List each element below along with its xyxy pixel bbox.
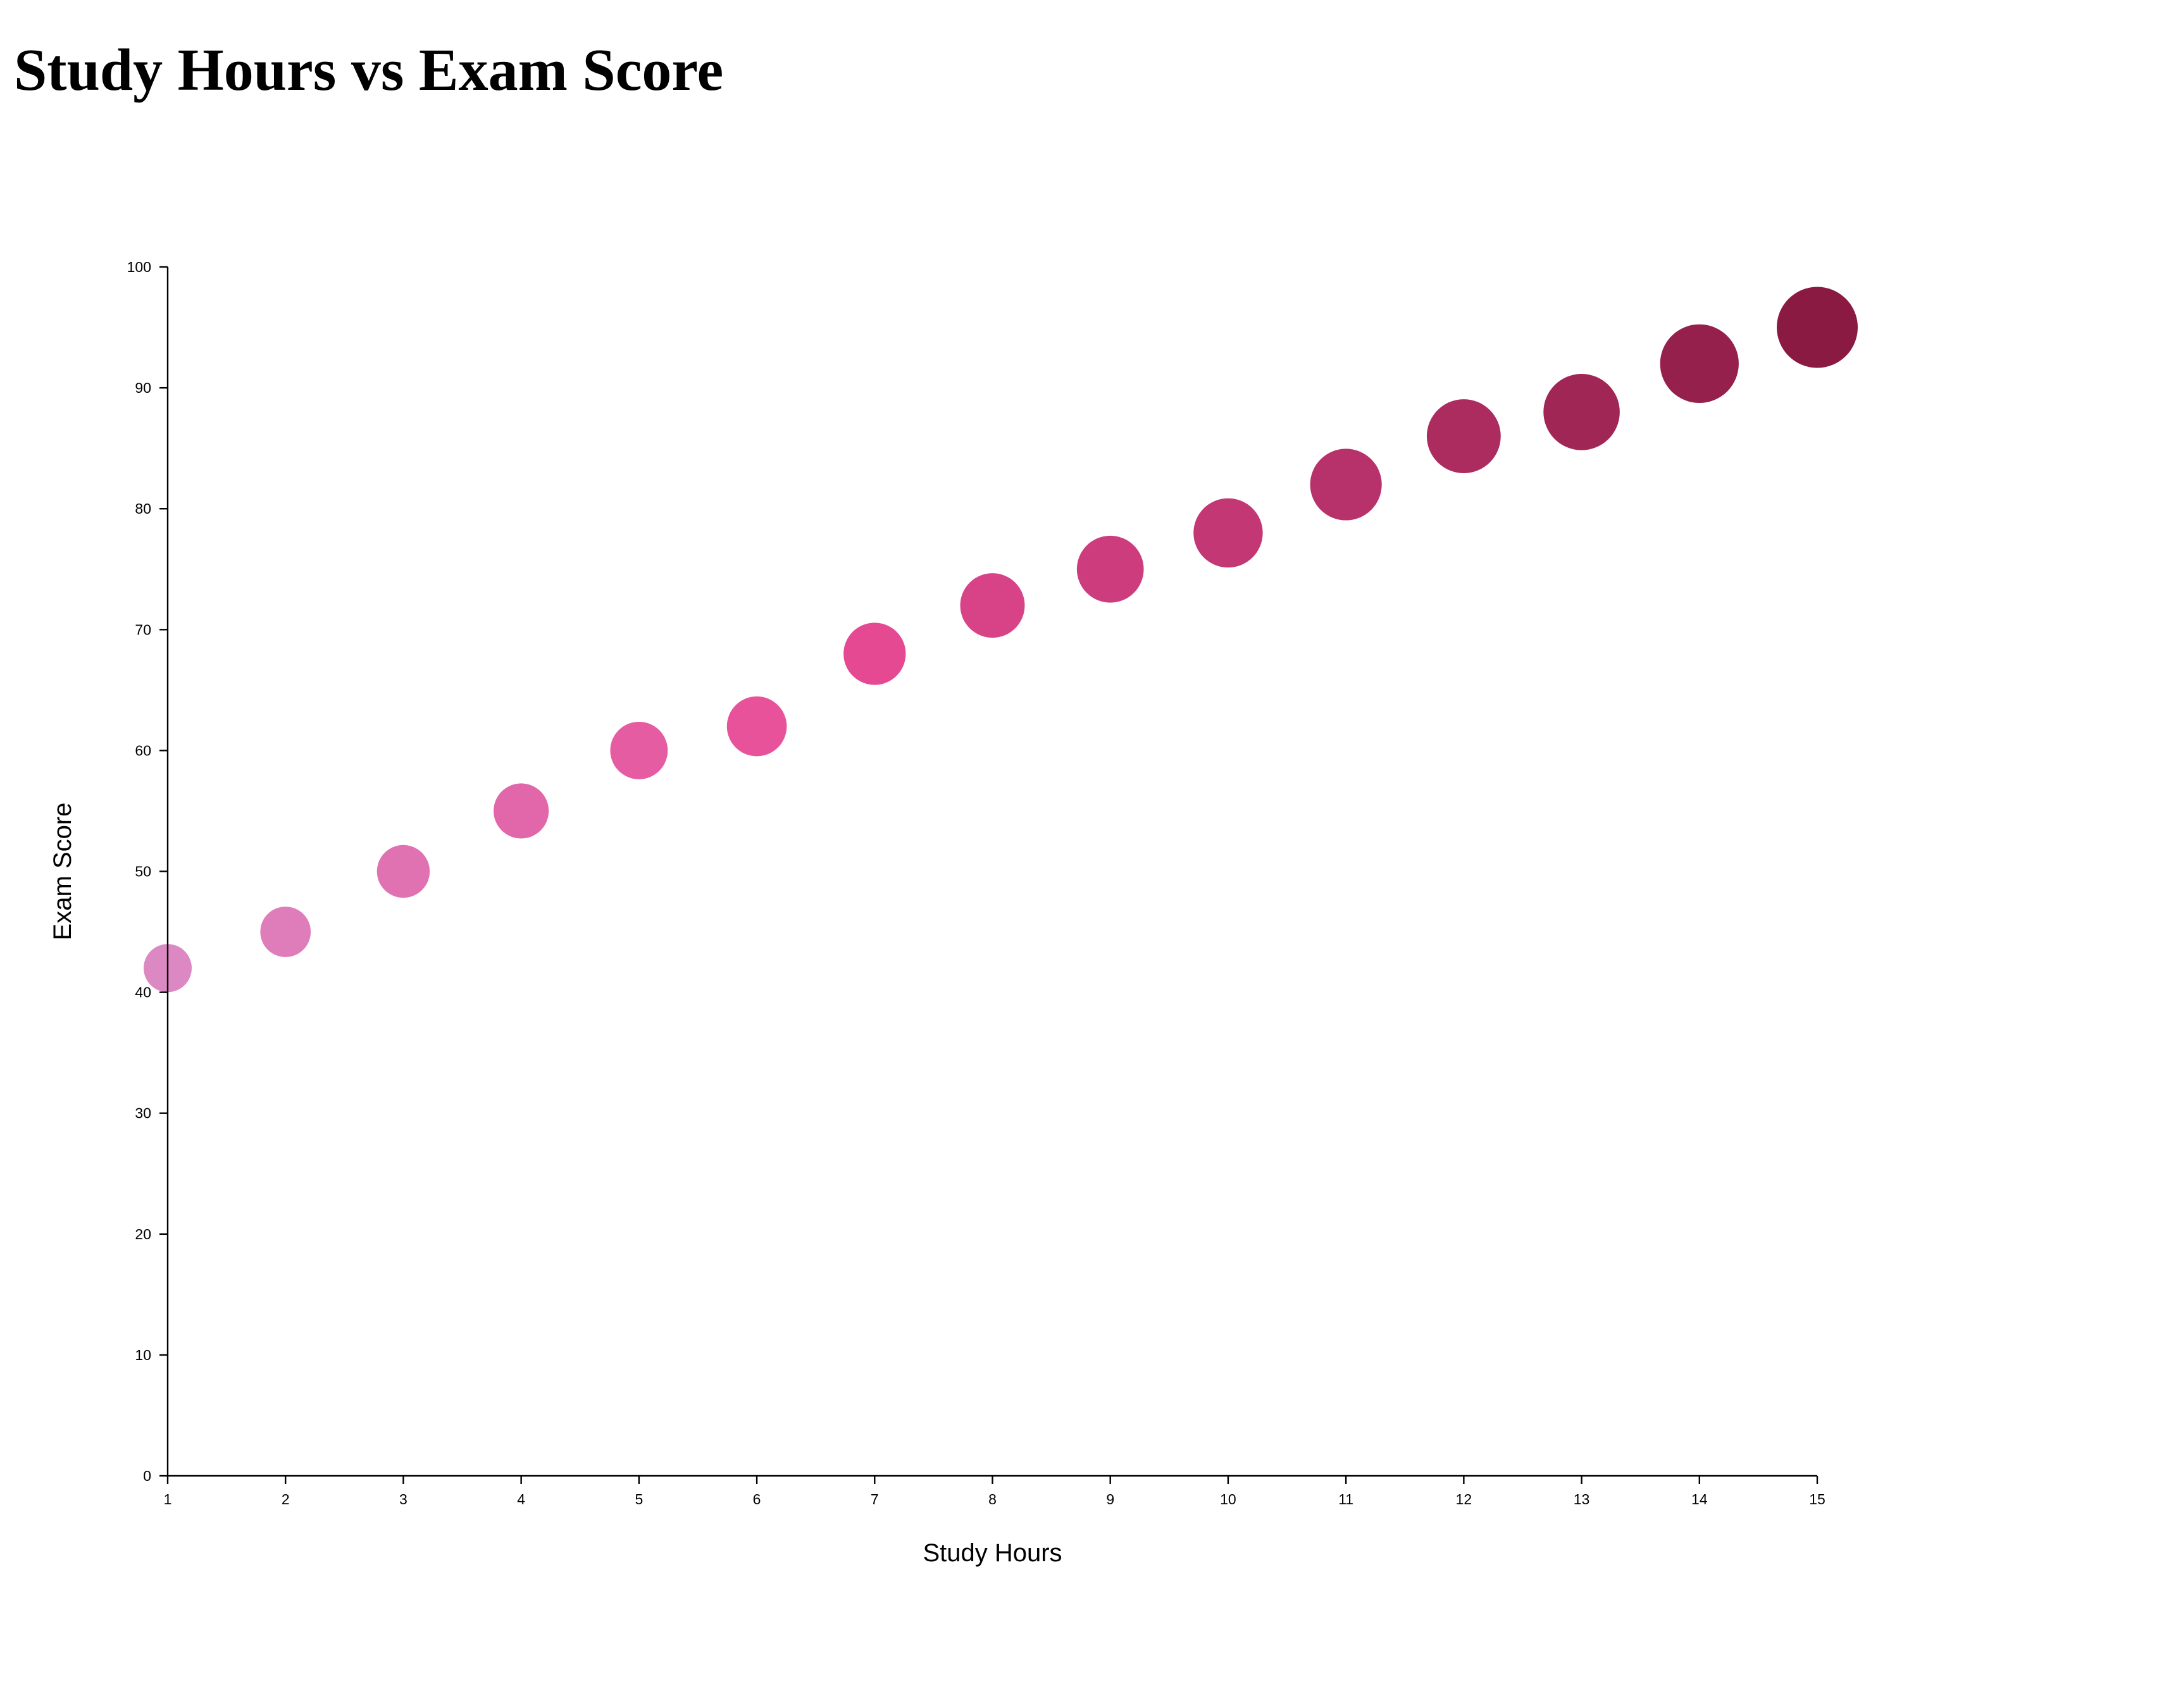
x-tick-label: 8 xyxy=(988,1491,997,1507)
y-tick-label: 100 xyxy=(127,259,151,275)
y-tick-label: 40 xyxy=(135,984,151,1001)
y-tick-label: 80 xyxy=(135,500,151,517)
x-axis-ticks: 1 2 3 4 5 6 7 8 9 10 11 12 13 14 15 xyxy=(164,1476,1825,1507)
scatter-point[interactable] xyxy=(376,845,430,898)
x-tick-label: 6 xyxy=(753,1491,761,1507)
x-tick-label: 2 xyxy=(282,1491,290,1507)
x-tick-label: 14 xyxy=(1691,1491,1708,1507)
chart-title: Study Hours vs Exam Score xyxy=(14,37,724,103)
y-tick-label: 20 xyxy=(135,1226,151,1242)
x-tick-label: 13 xyxy=(1574,1491,1590,1507)
x-tick-label: 1 xyxy=(164,1491,172,1507)
x-tick-label: 4 xyxy=(517,1491,525,1507)
scatter-point[interactable] xyxy=(1076,535,1144,603)
y-tick-label: 0 xyxy=(143,1468,151,1484)
y-tick-label: 60 xyxy=(135,742,151,758)
y-axis-title: Exam Score xyxy=(49,803,77,941)
x-tick-label: 3 xyxy=(399,1491,407,1507)
y-tick-label: 50 xyxy=(135,863,151,880)
scatter-point[interactable] xyxy=(1660,324,1739,404)
scatter-point[interactable] xyxy=(726,696,787,757)
x-tick-label: 10 xyxy=(1220,1491,1236,1507)
x-tick-label: 11 xyxy=(1338,1491,1353,1507)
y-tick-label: 30 xyxy=(135,1105,151,1122)
x-tick-label: 7 xyxy=(871,1491,879,1507)
y-axis-ticks: 0 10 20 30 40 50 60 70 80 90 100 xyxy=(127,259,168,1484)
x-tick-label: 12 xyxy=(1456,1491,1472,1507)
scatter-point[interactable] xyxy=(843,622,906,685)
scatter-point[interactable] xyxy=(1193,498,1263,568)
x-tick-label: 15 xyxy=(1809,1491,1825,1507)
scatter-point[interactable] xyxy=(1543,374,1620,450)
scatter-point[interactable] xyxy=(960,573,1025,638)
scatter-point[interactable] xyxy=(1310,449,1382,521)
y-tick-label: 10 xyxy=(135,1347,151,1363)
scatter-point[interactable] xyxy=(1426,399,1501,473)
x-tick-label: 9 xyxy=(1106,1491,1114,1507)
scatter-point[interactable] xyxy=(1777,287,1858,368)
scatter-point[interactable] xyxy=(494,783,549,839)
y-tick-label: 90 xyxy=(135,380,151,396)
x-tick-label: 5 xyxy=(635,1491,643,1507)
points-layer xyxy=(144,287,1858,993)
x-axis-title: Study Hours xyxy=(923,1539,1062,1567)
scatter-point[interactable] xyxy=(610,721,668,779)
scatter-point[interactable] xyxy=(260,907,311,957)
y-tick-label: 70 xyxy=(135,621,151,638)
